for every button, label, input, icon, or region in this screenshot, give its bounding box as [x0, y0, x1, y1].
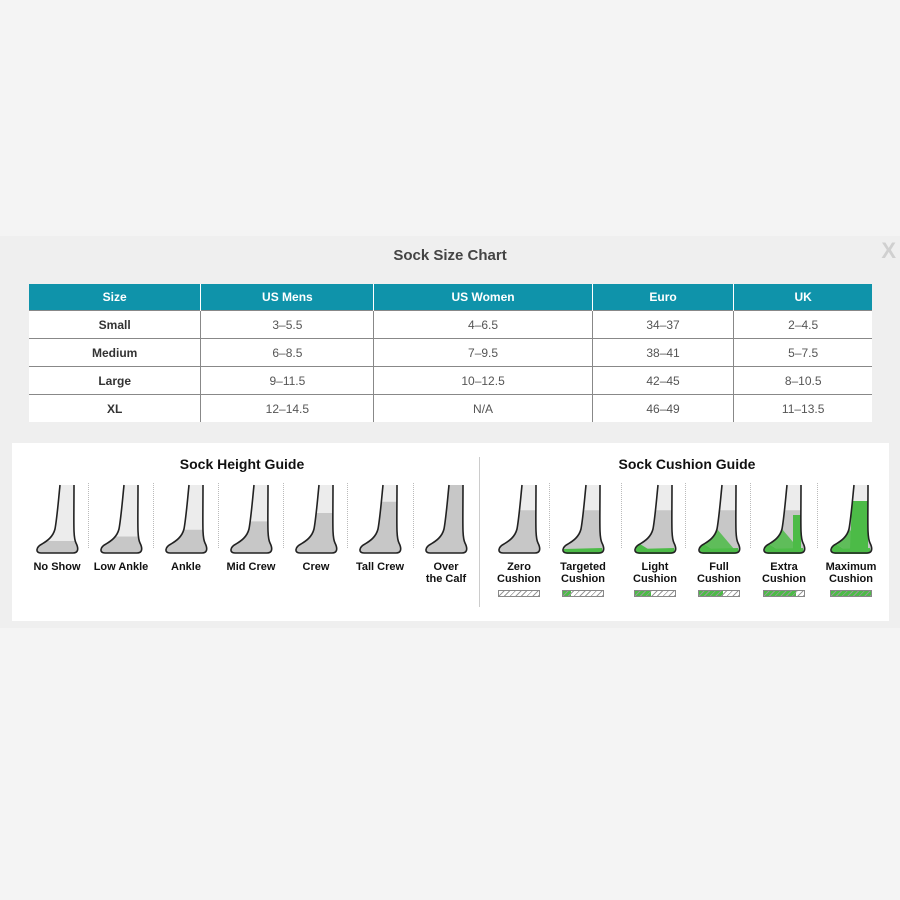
cushion-guide-item: Full Cushion [688, 483, 750, 597]
modal-title: Sock Size Chart [393, 247, 507, 264]
size-cell: 4–6.5 [373, 310, 593, 339]
close-icon[interactable]: X [881, 238, 896, 263]
size-cell: 8–10.5 [733, 366, 872, 395]
size-cell: 7–9.5 [373, 338, 593, 367]
size-cell: 6–8.5 [200, 338, 374, 367]
dotted-divider [817, 483, 818, 548]
cushion-label: Extra Cushion [762, 561, 806, 585]
size-cell: 2–4.5 [733, 310, 872, 339]
height-guide-item: Over the Calf [415, 483, 477, 585]
sock-height-icon [36, 484, 79, 554]
dotted-divider [347, 483, 348, 548]
column-header: Euro [591, 284, 734, 311]
size-chart-modal: X Sock Size Chart Size US Mens US Women Eur… [0, 236, 900, 628]
sock-cushion-icon [562, 484, 605, 554]
sock-height-icon [359, 484, 402, 554]
sock-height-icon [165, 484, 208, 554]
divider [479, 457, 480, 607]
size-cell: 9–11.5 [200, 366, 374, 395]
height-guide-item: No Show [26, 483, 88, 573]
table-row: Small 3–5.5 4–6.5 34–37 2–4.5 [29, 310, 872, 339]
cushion-level-bar [830, 590, 872, 597]
height-label: Ankle [171, 561, 201, 573]
size-cell: 46–49 [591, 394, 734, 422]
column-header: US Mens [200, 284, 374, 311]
cushion-label: Zero Cushion [497, 561, 541, 585]
cushion-level-bar [634, 590, 676, 597]
size-cell: 11–13.5 [733, 394, 872, 422]
cushion-level-bar [562, 590, 604, 597]
table-row: XL 12–14.5 N/A 46–49 11–13.5 [29, 394, 872, 422]
dotted-divider [283, 483, 284, 548]
size-cell: 10–12.5 [373, 366, 593, 395]
dotted-divider [549, 483, 550, 548]
height-guide-item: Tall Crew [349, 483, 411, 573]
cushion-guide-item: Light Cushion [624, 483, 686, 597]
sock-cushion-icon [830, 484, 873, 554]
sock-cushion-icon [634, 484, 677, 554]
cushion-label: Light Cushion [633, 561, 677, 585]
cushion-label: Maximum Cushion [825, 561, 877, 585]
size-cell: 34–37 [591, 310, 734, 339]
dotted-divider [685, 483, 686, 548]
size-cell: 3–5.5 [200, 310, 374, 339]
size-label: Medium [29, 338, 201, 367]
cushion-guide-item: Maximum Cushion [820, 483, 882, 597]
height-guide-item: Mid Crew [220, 483, 282, 573]
height-label: Tall Crew [355, 561, 405, 573]
cushion-label: Targeted Cushion [560, 561, 606, 585]
height-label: Mid Crew [226, 561, 276, 573]
size-label: Small [29, 310, 201, 339]
dotted-divider [153, 483, 154, 548]
table-row: Large 9–11.5 10–12.5 42–45 8–10.5 [29, 366, 872, 395]
height-guide-item: Crew [285, 483, 347, 573]
sock-cushion-icon [498, 484, 541, 554]
size-cell: N/A [373, 394, 593, 422]
height-label: Low Ankle [93, 561, 149, 573]
cushion-level-bar [763, 590, 805, 597]
sock-height-icon [295, 484, 338, 554]
cushion-guide-title: Sock Cushion Guide [618, 456, 756, 472]
size-cell: 38–41 [591, 338, 734, 367]
cushion-guide-item: Extra Cushion [753, 483, 815, 597]
sock-height-icon [100, 484, 143, 554]
height-guide-item: Low Ankle [90, 483, 152, 573]
guide-panel: Sock Height Guide Sock Cushion Guide No … [12, 443, 889, 621]
size-table: Size US Mens US Women Euro UK Small 3–5.5 4–6.… [29, 284, 872, 422]
cushion-guide-item: Targeted Cushion [552, 483, 614, 597]
dotted-divider [750, 483, 751, 548]
height-label: No Show [33, 561, 81, 573]
dotted-divider [88, 483, 89, 548]
column-header: US Women [373, 284, 593, 311]
height-guide-item: Ankle [155, 483, 217, 573]
size-cell: 42–45 [591, 366, 734, 395]
column-header: UK [733, 284, 872, 311]
dotted-divider [621, 483, 622, 548]
sock-cushion-icon [763, 484, 806, 554]
size-cell: 5–7.5 [733, 338, 872, 367]
cushion-label: Full Cushion [697, 561, 741, 585]
size-label: Large [29, 366, 201, 395]
dotted-divider [413, 483, 414, 548]
height-label: Over the Calf [425, 561, 467, 585]
sock-height-icon [230, 484, 273, 554]
column-header: Size [29, 284, 201, 311]
sock-height-icon [425, 484, 468, 554]
cushion-guide-item: Zero Cushion [488, 483, 550, 597]
sock-cushion-icon [698, 484, 741, 554]
cushion-level-bar [498, 590, 540, 597]
height-label: Crew [302, 561, 330, 573]
dotted-divider [218, 483, 219, 548]
size-cell: 12–14.5 [200, 394, 374, 422]
table-row: Medium 6–8.5 7–9.5 38–41 5–7.5 [29, 338, 872, 367]
height-guide-title: Sock Height Guide [179, 456, 305, 472]
size-label: XL [29, 394, 201, 422]
cushion-level-bar [698, 590, 740, 597]
